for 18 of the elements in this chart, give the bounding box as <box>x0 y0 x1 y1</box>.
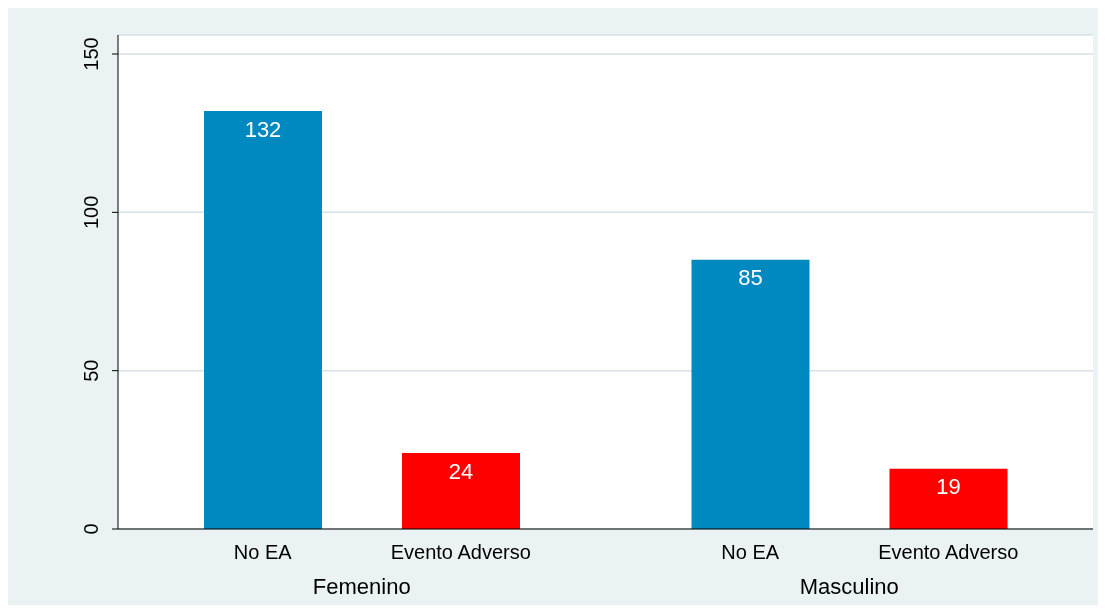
y-tick-label: 100 <box>80 195 102 230</box>
bar <box>204 111 322 529</box>
bar <box>402 453 520 529</box>
y-tick-label: 50 <box>80 359 102 382</box>
x-tick-label: Femenino <box>312 574 411 599</box>
series-label: No EA <box>233 541 293 563</box>
series-label: Evento Adverso <box>390 541 531 563</box>
x-tick-label: Masculino <box>799 574 899 599</box>
y-tick-label: 0 <box>80 523 102 535</box>
text: Evento Adverso <box>878 541 1019 563</box>
y-tick-label: 150 <box>80 37 102 71</box>
bar <box>889 468 1008 529</box>
data-label: 24 <box>448 458 474 484</box>
data-label: 132 <box>244 116 282 142</box>
data-label: 85 <box>738 265 763 291</box>
bar <box>691 259 810 529</box>
data-label: 19 <box>936 474 961 500</box>
text: No EA <box>721 541 780 563</box>
